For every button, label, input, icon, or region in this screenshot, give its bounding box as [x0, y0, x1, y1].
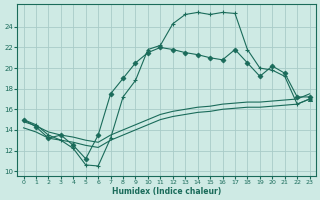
X-axis label: Humidex (Indice chaleur): Humidex (Indice chaleur) [112, 187, 221, 196]
